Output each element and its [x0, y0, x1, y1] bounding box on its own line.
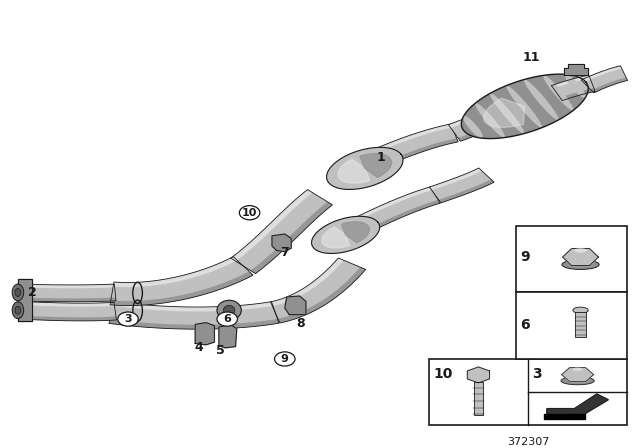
Polygon shape	[231, 190, 312, 261]
FancyBboxPatch shape	[429, 359, 627, 426]
Polygon shape	[113, 257, 237, 287]
Ellipse shape	[574, 248, 587, 253]
Text: 1: 1	[376, 151, 385, 164]
Polygon shape	[560, 88, 595, 101]
Polygon shape	[357, 187, 440, 231]
Text: 10: 10	[242, 208, 257, 218]
Circle shape	[217, 312, 237, 326]
Polygon shape	[449, 107, 495, 128]
Text: 8: 8	[296, 317, 305, 330]
Polygon shape	[429, 168, 482, 190]
Polygon shape	[552, 75, 595, 101]
Polygon shape	[552, 75, 590, 89]
Text: 2: 2	[28, 286, 36, 299]
Circle shape	[118, 312, 138, 326]
FancyBboxPatch shape	[516, 293, 627, 359]
Polygon shape	[19, 297, 116, 302]
Polygon shape	[524, 79, 559, 120]
Polygon shape	[338, 159, 370, 183]
Polygon shape	[114, 302, 273, 311]
Polygon shape	[374, 124, 452, 153]
Ellipse shape	[561, 377, 595, 385]
Polygon shape	[581, 66, 628, 93]
Ellipse shape	[15, 306, 20, 314]
Polygon shape	[506, 86, 542, 128]
Polygon shape	[195, 323, 214, 345]
Polygon shape	[438, 179, 494, 203]
Text: 7: 7	[280, 246, 289, 259]
Circle shape	[275, 352, 295, 366]
Polygon shape	[278, 267, 365, 323]
Text: 372307: 372307	[507, 436, 549, 447]
Polygon shape	[231, 190, 332, 274]
Polygon shape	[374, 124, 458, 165]
Polygon shape	[458, 120, 505, 141]
Circle shape	[239, 206, 260, 220]
Polygon shape	[474, 383, 483, 415]
Polygon shape	[385, 138, 458, 165]
Polygon shape	[18, 279, 32, 321]
Polygon shape	[19, 302, 116, 321]
Text: 4: 4	[194, 341, 203, 354]
Polygon shape	[475, 103, 505, 138]
Polygon shape	[581, 66, 622, 82]
Polygon shape	[285, 296, 306, 314]
Ellipse shape	[15, 289, 20, 297]
Polygon shape	[563, 249, 598, 266]
Ellipse shape	[562, 260, 599, 269]
Polygon shape	[110, 257, 253, 306]
Polygon shape	[109, 302, 279, 329]
Text: 9: 9	[520, 250, 529, 264]
Polygon shape	[357, 187, 432, 220]
Polygon shape	[326, 147, 403, 190]
Polygon shape	[467, 367, 490, 383]
Polygon shape	[360, 154, 392, 177]
FancyBboxPatch shape	[516, 226, 627, 293]
Ellipse shape	[223, 306, 235, 315]
Polygon shape	[271, 258, 344, 306]
Polygon shape	[449, 107, 505, 141]
Text: 9: 9	[281, 354, 289, 364]
Text: 6: 6	[223, 314, 231, 324]
Polygon shape	[575, 312, 586, 337]
Polygon shape	[543, 75, 573, 111]
Text: 3: 3	[124, 314, 132, 324]
Text: 10: 10	[434, 367, 453, 381]
Polygon shape	[19, 315, 116, 321]
Polygon shape	[565, 74, 586, 98]
Polygon shape	[110, 271, 253, 306]
Ellipse shape	[573, 367, 583, 371]
Polygon shape	[219, 324, 237, 348]
Polygon shape	[369, 200, 440, 231]
Polygon shape	[322, 227, 350, 248]
Polygon shape	[19, 284, 115, 288]
Polygon shape	[484, 98, 525, 127]
Polygon shape	[109, 319, 279, 329]
Polygon shape	[341, 222, 369, 243]
Polygon shape	[490, 93, 524, 134]
Ellipse shape	[573, 307, 588, 313]
Polygon shape	[562, 368, 594, 382]
Polygon shape	[271, 258, 365, 323]
Polygon shape	[545, 414, 586, 419]
Polygon shape	[591, 78, 628, 93]
Polygon shape	[272, 234, 291, 252]
Text: 6: 6	[520, 318, 529, 332]
Text: 3: 3	[532, 367, 541, 381]
Ellipse shape	[217, 300, 241, 320]
Text: 11: 11	[522, 51, 540, 64]
Text: 5: 5	[216, 344, 225, 357]
Polygon shape	[564, 64, 588, 75]
Ellipse shape	[12, 284, 24, 301]
Ellipse shape	[12, 302, 24, 319]
Polygon shape	[429, 168, 494, 203]
Polygon shape	[20, 302, 115, 307]
Polygon shape	[461, 74, 588, 138]
Polygon shape	[19, 284, 116, 302]
Polygon shape	[547, 394, 609, 414]
Polygon shape	[251, 202, 332, 274]
Polygon shape	[312, 216, 380, 254]
Polygon shape	[463, 116, 483, 138]
